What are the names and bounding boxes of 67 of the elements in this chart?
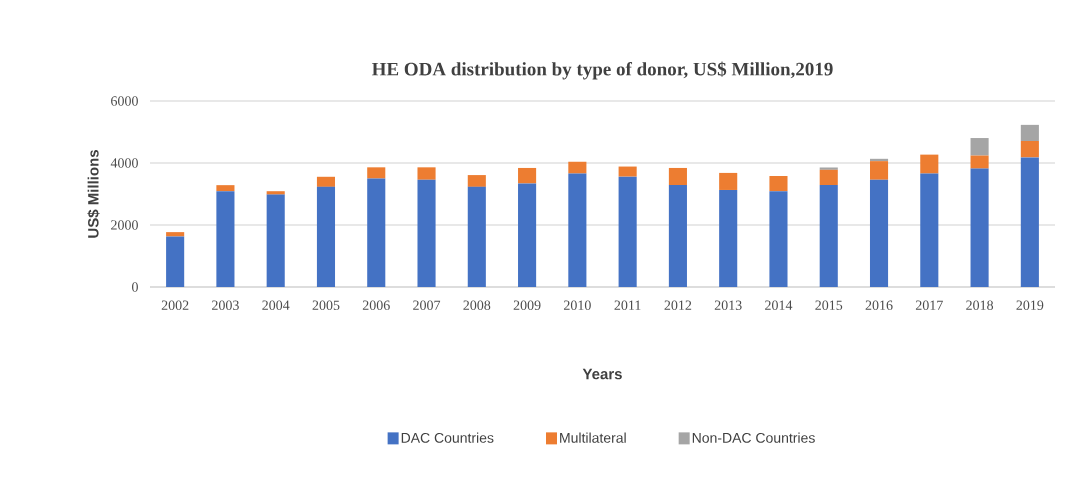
- bar: [216, 185, 235, 192]
- bar: [467, 175, 486, 187]
- x-tick-label: 2005: [312, 300, 340, 310]
- bar: [166, 232, 185, 237]
- y-tick-label: 0: [132, 282, 138, 292]
- legend-label: DAC Countries: [401, 432, 494, 443]
- bar: [920, 154, 939, 174]
- x-tick-label: 2002: [161, 300, 189, 310]
- bar: [668, 185, 687, 287]
- bar: [1020, 157, 1039, 287]
- x-tick-label: 2015: [815, 300, 843, 310]
- bar: [568, 161, 587, 174]
- x-tick-label: 2018: [966, 300, 994, 310]
- bar: [316, 176, 336, 187]
- x-tick-label: 2011: [614, 300, 641, 310]
- x-tick-label: 2004: [262, 300, 290, 310]
- chart-title: HE ODA distribution by type of donor, US$ Million,2019: [371, 61, 833, 80]
- x-tick-label: 2012: [664, 300, 692, 310]
- x-tick-label: 2009: [513, 300, 541, 310]
- bar: [1020, 140, 1039, 158]
- x-tick-label: 2017: [915, 300, 943, 310]
- bar: [316, 186, 336, 287]
- bar: [719, 172, 738, 190]
- x-tick-label: 2013: [714, 300, 742, 310]
- y-axis-title: US$ Millions: [87, 150, 100, 238]
- bar: [518, 167, 537, 184]
- bar: [869, 161, 889, 180]
- bar: [819, 169, 838, 185]
- bar: [769, 176, 788, 192]
- x-tick-label: 2016: [865, 300, 893, 310]
- bar: [166, 236, 185, 287]
- bar: [417, 167, 436, 180]
- bar: [869, 179, 889, 287]
- x-tick-label: 2007: [413, 300, 441, 310]
- bar: [618, 166, 637, 177]
- bar: [618, 176, 637, 287]
- x-tick-label: 2006: [362, 300, 390, 310]
- bar: [719, 189, 738, 287]
- x-tick-label: 2008: [463, 300, 491, 310]
- bar: [970, 155, 989, 169]
- bar: [819, 185, 838, 287]
- bar: [266, 194, 285, 287]
- x-tick-label: 2010: [563, 300, 591, 310]
- legend-label: Non-DAC Countries: [692, 432, 815, 443]
- bar: [970, 138, 989, 156]
- bar: [417, 179, 436, 287]
- bar: [668, 167, 687, 185]
- y-tick-label: 6000: [111, 96, 138, 106]
- bar: [769, 191, 788, 287]
- y-tick-label: 2000: [111, 220, 138, 230]
- bar: [1020, 124, 1039, 141]
- bar: [216, 191, 235, 287]
- bar: [518, 183, 537, 287]
- x-tick-label: 2014: [765, 300, 793, 310]
- bar: [819, 167, 838, 170]
- bar: [970, 168, 989, 287]
- x-tick-label: 2003: [212, 300, 239, 310]
- bar: [467, 186, 486, 287]
- legend-label: Multilateral: [560, 432, 626, 443]
- bar: [920, 173, 939, 287]
- bar: [367, 178, 386, 287]
- x-tick-label: 2019: [1016, 300, 1044, 310]
- x-axis-title: Years: [582, 368, 622, 380]
- bar: [568, 173, 587, 287]
- bar: [266, 191, 285, 195]
- y-tick-label: 4000: [110, 158, 138, 168]
- bar: [367, 167, 386, 179]
